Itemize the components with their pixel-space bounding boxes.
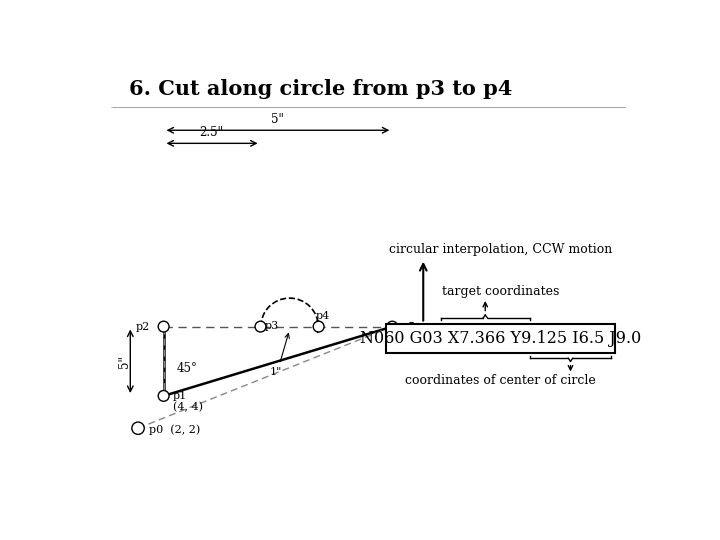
Text: (4, 4): (4, 4) xyxy=(173,402,203,412)
Text: circular interpolation, CCW motion: circular interpolation, CCW motion xyxy=(389,243,613,256)
Circle shape xyxy=(132,422,144,434)
Text: p0  (2, 2): p0 (2, 2) xyxy=(149,424,200,435)
Text: p3: p3 xyxy=(264,321,279,331)
FancyBboxPatch shape xyxy=(387,323,615,353)
Text: coordinates of center of circle: coordinates of center of circle xyxy=(405,374,596,387)
Text: p4: p4 xyxy=(315,311,330,321)
Text: 5": 5" xyxy=(271,113,284,126)
Circle shape xyxy=(313,321,324,332)
Circle shape xyxy=(158,321,169,332)
Text: 1": 1" xyxy=(269,367,282,377)
Text: 45°: 45° xyxy=(176,362,197,375)
Text: p5: p5 xyxy=(402,322,416,332)
Text: 6. Cut along circle from p3 to p4: 6. Cut along circle from p3 to p4 xyxy=(129,79,512,99)
Text: 5": 5" xyxy=(117,355,130,368)
Text: p2: p2 xyxy=(135,322,150,332)
Circle shape xyxy=(387,321,397,332)
Text: p1: p1 xyxy=(173,391,187,401)
Circle shape xyxy=(255,321,266,332)
Text: target coordinates: target coordinates xyxy=(442,286,559,299)
Circle shape xyxy=(158,390,169,401)
Text: 2.5": 2.5" xyxy=(199,126,224,139)
Text: N060 G03 X7.366 Y9.125 I6.5 J9.0: N060 G03 X7.366 Y9.125 I6.5 J9.0 xyxy=(360,329,642,347)
